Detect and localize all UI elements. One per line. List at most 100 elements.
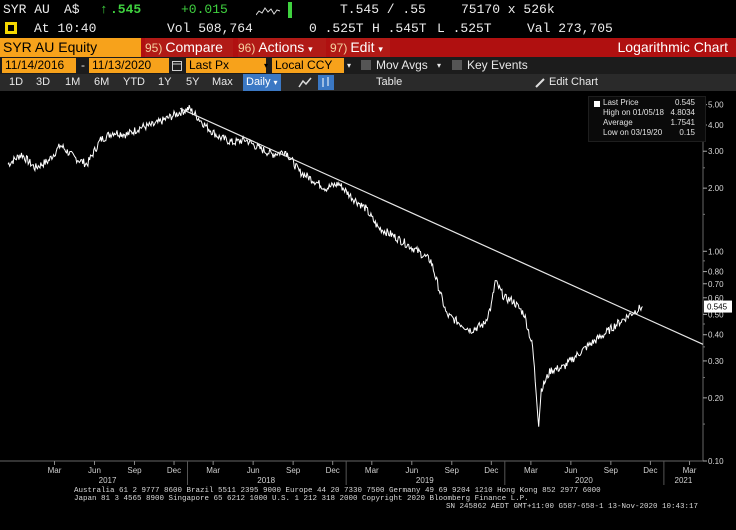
actions-button[interactable]: 96) Actions ▾ xyxy=(238,38,326,57)
calendar-icon[interactable] xyxy=(172,60,182,71)
price-tag-box xyxy=(704,300,732,313)
period-select[interactable]: Daily ▾ xyxy=(243,74,281,91)
chart-title: Logarithmic Chart xyxy=(617,39,729,55)
legend-low-label: Low on 03/19/20 xyxy=(603,128,663,137)
legend-last-value: 0.545 xyxy=(674,98,695,107)
x-month-label: Sep xyxy=(604,466,619,475)
price-chart[interactable]: 5.00 4.00 3.00 2.00 1.00 0.80 0.70 0.60 0.50 0.40… xyxy=(0,91,736,530)
range-3d[interactable]: 3D xyxy=(36,76,51,88)
chevron-down-icon: ▾ xyxy=(264,61,269,70)
actions-shortcut: 96) xyxy=(238,41,256,55)
chart-legend[interactable]: Last Price 0.545 High on 01/05/18 4.8034… xyxy=(588,96,706,142)
legend-low-value: 0.15 xyxy=(679,128,695,137)
price-field-select[interactable]: Last Px xyxy=(186,58,266,73)
chevron-down-icon: ▾ xyxy=(273,78,278,87)
y-tick-label: 0.10 xyxy=(708,457,724,466)
actions-label: Actions xyxy=(258,39,305,55)
alert-icon[interactable] xyxy=(5,22,17,34)
trade-time: At 10:40 xyxy=(34,21,97,36)
edit-chart-button[interactable]: Edit Chart xyxy=(549,76,598,88)
legend-last-label: Last Price xyxy=(603,98,639,107)
y-tick-label: 0.40 xyxy=(708,331,724,340)
volume: Vol 508,764 xyxy=(167,21,253,36)
compare-label: Compare xyxy=(165,39,223,55)
table-button[interactable]: Table xyxy=(376,76,403,88)
trendline[interactable] xyxy=(179,107,704,345)
y-tick-label: 4.00 xyxy=(708,121,724,130)
price-change: +0.015 xyxy=(181,2,228,17)
range-6m[interactable]: 6M xyxy=(94,76,110,88)
x-month-label: Mar xyxy=(524,466,538,475)
edit-shortcut: 97) xyxy=(330,41,348,55)
price-series-line xyxy=(7,104,643,427)
key-events-checkbox[interactable] xyxy=(452,60,462,70)
x-year-label: 2018 xyxy=(257,476,275,485)
function-bar: SYR AU Equity 95) Compare 96) Actions ▾ 97… xyxy=(0,38,736,57)
low-price: L .525T xyxy=(437,21,492,36)
ticker-stats-row: At 10:40 Vol 508,764 0 .525T H .545T L .… xyxy=(0,19,736,38)
currency-select[interactable]: Local CCY xyxy=(272,58,344,73)
bid-ask-size: 75170 x 526k xyxy=(461,2,555,17)
current-price-tag: 0.545 xyxy=(704,300,732,313)
chart-grid xyxy=(0,96,704,462)
security-input[interactable]: SYR AU Equity xyxy=(0,38,141,57)
compare-shortcut: 95) xyxy=(145,41,163,55)
range-5y[interactable]: 5Y xyxy=(186,76,200,88)
last-price: .545 xyxy=(110,2,142,17)
legend-high-value: 4.8034 xyxy=(670,108,695,117)
y-tick-label: 0.30 xyxy=(708,357,724,366)
x-month-label: Sep xyxy=(445,466,460,475)
y-axis: 5.00 4.00 3.00 2.00 1.00 0.80 0.70 0.60 0.50 0.40… xyxy=(703,101,724,466)
y-tick-label: 2.00 xyxy=(708,184,724,193)
footer-line-3: SN 245862 AEDT GMT+11:00 G587-658-1 13-N… xyxy=(446,503,699,511)
chart-controls: 11/14/2016 - 11/13/2020 Last Px ▾ Local … xyxy=(0,57,736,74)
price-tag-label: 0.545 xyxy=(707,303,728,312)
x-month-label: Mar xyxy=(48,466,62,475)
chevron-down-icon: ▾ xyxy=(347,61,352,70)
x-axis: Mar Jun Sep Dec Mar Jun Sep Dec Mar Jun Sep Dec Mar J… xyxy=(48,461,697,485)
y-tick-label: 5.00 xyxy=(708,101,724,110)
x-year-label: 2019 xyxy=(416,476,434,485)
range-max[interactable]: Max xyxy=(212,76,233,88)
x-month-label: Dec xyxy=(167,466,181,475)
chevron-down-icon: ▾ xyxy=(437,61,442,70)
range-1y[interactable]: 1Y xyxy=(158,76,172,88)
sparkline-icon xyxy=(256,7,281,16)
legend-swatch xyxy=(594,101,600,107)
mov-avgs-label: Mov Avgs xyxy=(376,58,428,72)
ticker-strip: SYR AU A$ ↑ .545 +0.015 T.545 / .55 7517… xyxy=(0,0,736,20)
legend-average-value: 1.7541 xyxy=(670,118,695,127)
mov-avgs-checkbox[interactable] xyxy=(361,60,371,70)
edit-label: Edit xyxy=(350,39,375,55)
range-1m[interactable]: 1M xyxy=(65,76,81,88)
x-year-label: 2020 xyxy=(575,476,593,485)
edit-button[interactable]: 97) Edit ▾ xyxy=(330,38,390,57)
end-date-input[interactable]: 11/13/2020 xyxy=(89,58,169,73)
x-month-label: Sep xyxy=(286,466,301,475)
start-date-input[interactable]: 11/14/2016 xyxy=(2,58,76,73)
legend-average-label: Average xyxy=(603,118,633,127)
chevron-down-icon: ▾ xyxy=(378,44,383,54)
y-tick-label: 3.00 xyxy=(708,147,724,156)
up-arrow-icon: ↑ xyxy=(100,2,108,17)
x-month-label: Dec xyxy=(643,466,657,475)
footer: Australia 61 2 9777 8600 Brazil 5511 239… xyxy=(74,487,734,511)
bid-ask: T.545 / .55 xyxy=(340,2,426,17)
range-toolbar: 1D 3D 1M 6M YTD 1Y 5Y Max Daily ▾ Table … xyxy=(0,74,736,91)
date-separator: - xyxy=(81,58,85,72)
x-month-label: Mar xyxy=(206,466,220,475)
ticker-symbol: SYR AU xyxy=(3,2,50,17)
high-price: H .545T xyxy=(372,21,427,36)
key-events-label: Key Events xyxy=(467,58,528,72)
period-label: Daily xyxy=(246,76,271,88)
compare-button[interactable]: 95) Compare xyxy=(145,38,233,57)
open-price: 0 .525T xyxy=(309,21,364,36)
x-month-label: Jun xyxy=(247,466,260,475)
x-month-label: Jun xyxy=(88,466,101,475)
x-month-label: Jun xyxy=(405,466,418,475)
bar-chart-icon[interactable] xyxy=(318,75,334,90)
line-chart-icon[interactable] xyxy=(298,76,312,89)
range-ytd[interactable]: YTD xyxy=(123,76,145,88)
y-tick-label: 0.80 xyxy=(708,268,724,277)
range-1d[interactable]: 1D xyxy=(9,76,24,88)
